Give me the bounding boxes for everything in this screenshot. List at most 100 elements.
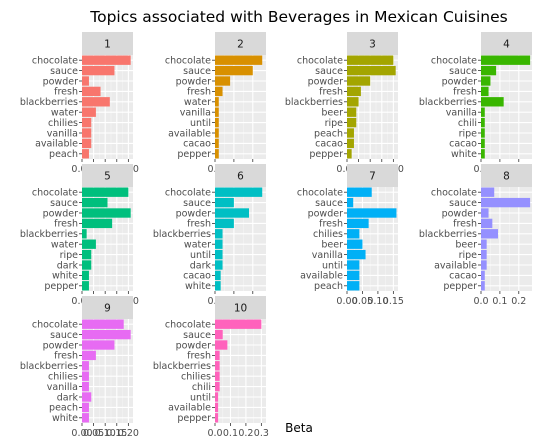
facet-panel-6: 6 chocolatesaucepowderfreshblackberrieswa… — [153, 164, 266, 307]
bar-cacao — [481, 138, 485, 149]
category-label: powder — [442, 76, 477, 87]
bar-powder — [82, 340, 115, 350]
bar-chocolate — [82, 55, 131, 65]
x-tick-label: 0.3 — [254, 428, 269, 439]
bar-white — [82, 270, 89, 281]
facet-panel-5: 5 chocolatesaucepowderfreshblackberrieswa… — [20, 164, 139, 307]
bar-chocolate — [215, 187, 263, 197]
facet-panel-7: 7 chocolatesaucepowderfreshchiliesbeervan… — [297, 164, 404, 307]
bar-blackberries — [82, 361, 89, 371]
category-label: fresh — [54, 351, 78, 362]
category-label: pepper — [177, 413, 211, 424]
category-label: sauce — [183, 330, 211, 341]
category-label: blackberries — [20, 361, 78, 372]
bar-chilies — [82, 117, 92, 128]
category-label: peach — [314, 281, 343, 292]
bar-powder — [215, 340, 228, 350]
category-label: blackberries — [20, 97, 78, 108]
x-tick-label: 0.20 — [118, 428, 139, 439]
facet-strip-label: 2 — [237, 39, 244, 51]
category-label: chili — [192, 382, 211, 393]
bar-chocolate — [347, 187, 372, 197]
bar-powder — [215, 76, 231, 86]
category-label: dark — [57, 392, 79, 403]
bar-fresh — [82, 86, 101, 97]
facet-strip — [82, 164, 133, 187]
category-label: chilies — [181, 372, 211, 383]
category-label: fresh — [54, 87, 78, 98]
category-label: water — [184, 240, 211, 251]
x-tick-label: 0.1 — [492, 296, 507, 307]
bar-fresh — [215, 350, 220, 361]
category-label: blackberries — [153, 361, 211, 372]
bar-sauce — [215, 329, 223, 340]
bar-available — [215, 128, 219, 138]
category-label: powder — [43, 76, 78, 87]
bar-until — [347, 260, 360, 270]
bar-peach — [82, 402, 89, 413]
bar-peach — [347, 281, 360, 291]
facet-strip — [215, 296, 266, 319]
facet-strip-label: 8 — [503, 171, 510, 183]
category-label: fresh — [187, 351, 211, 362]
x-tick-label: 0.2 — [511, 296, 526, 307]
bar-cacao — [481, 270, 485, 281]
category-label: peach — [49, 403, 78, 414]
facet-strip-label: 7 — [369, 171, 376, 183]
bar-white — [481, 149, 485, 159]
bar-pepper — [215, 413, 219, 423]
bar-sauce — [82, 65, 115, 76]
category-label: until — [190, 392, 211, 403]
category-label: available — [35, 139, 78, 150]
category-label: chocolate — [431, 188, 477, 199]
facet-strip — [481, 32, 532, 55]
bar-pepper — [481, 281, 485, 291]
facet-panel-2: 2 chocolatesaucepowderfreshwatervanillaun… — [165, 32, 266, 175]
x-tick-label: 0.1 — [223, 428, 238, 439]
bar-sauce — [82, 197, 108, 208]
category-label: powder — [176, 76, 211, 87]
category-label: sauce — [50, 198, 78, 209]
facet-strip-label: 10 — [234, 303, 247, 315]
category-label: chilies — [313, 229, 343, 240]
facet-strip — [481, 164, 532, 187]
category-label: powder — [43, 340, 78, 351]
facet-strip — [215, 32, 266, 55]
bar-vanilla — [215, 107, 219, 117]
category-label: ripe — [459, 250, 478, 261]
x-tick-label: 0.00 — [71, 428, 92, 439]
category-label: cacao — [449, 139, 477, 150]
x-tick-label: 0.05 — [83, 428, 104, 439]
bar-fresh — [82, 350, 96, 361]
x-tick-label: 0.15 — [106, 428, 127, 439]
bar-chili — [215, 381, 220, 392]
category-label: fresh — [453, 219, 477, 230]
category-label: available — [168, 128, 211, 139]
facet-strip — [82, 32, 133, 55]
facet-strip — [82, 296, 133, 319]
bar-pepper — [347, 149, 352, 159]
category-label: sauce — [183, 66, 211, 77]
panel-background — [215, 319, 266, 423]
category-label: powder — [308, 76, 343, 87]
category-label: white — [451, 149, 477, 160]
bar-chili — [481, 117, 485, 128]
category-label: peach — [49, 149, 78, 160]
x-tick-label: 0.05 — [352, 296, 373, 307]
category-label: chocolate — [297, 56, 343, 67]
category-label: blackberries — [20, 229, 78, 240]
bar-vanilla — [82, 128, 92, 138]
bar-vanilla — [82, 381, 89, 392]
facet-panel-8: 8 chocolatesaucepowderfreshblackberriesbe… — [419, 164, 532, 307]
category-label: peach — [314, 128, 343, 139]
category-label: pepper — [44, 281, 78, 292]
category-label: blackberries — [419, 97, 477, 108]
category-label: sauce — [315, 198, 343, 209]
facet-panels: 1chocolatesaucepowderfreshblackberrieswa… — [20, 32, 532, 439]
bar-water — [82, 239, 96, 249]
category-label: white — [52, 271, 78, 282]
bar-sauce — [215, 197, 234, 208]
bar-cacao — [215, 270, 221, 281]
bar-fresh — [215, 218, 234, 229]
